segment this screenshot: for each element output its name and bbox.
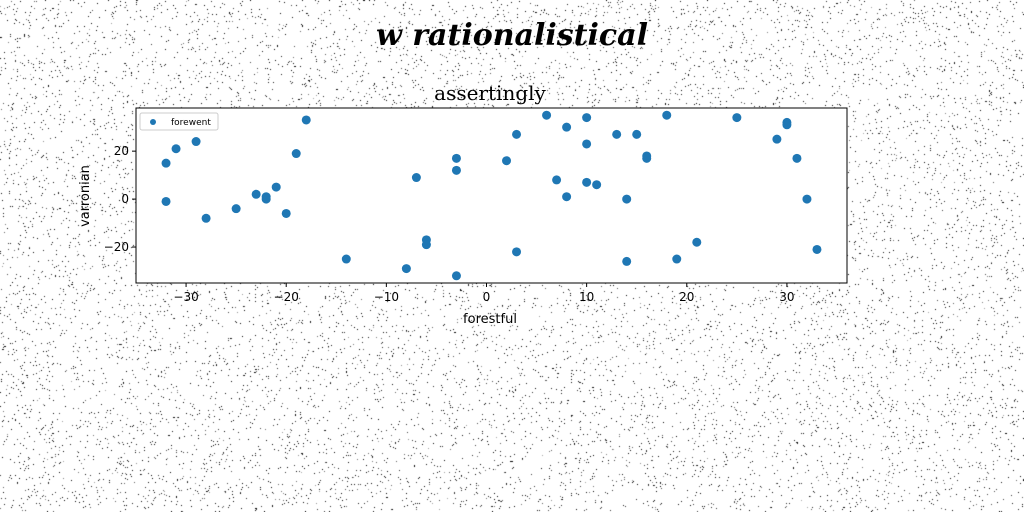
data-point xyxy=(271,182,281,192)
data-point xyxy=(451,271,461,281)
data-point xyxy=(732,113,742,123)
data-point xyxy=(562,122,572,132)
data-point xyxy=(301,115,311,125)
data-point xyxy=(291,149,301,159)
data-point xyxy=(582,139,592,149)
data-point xyxy=(562,192,572,202)
data-point xyxy=(231,204,241,214)
data-point xyxy=(662,110,672,120)
plot-area xyxy=(136,108,847,283)
data-point xyxy=(612,129,622,139)
legend-marker xyxy=(150,119,156,125)
legend-box xyxy=(139,112,219,131)
y-tick-label: 0 xyxy=(121,192,129,206)
x-tick-label: −10 xyxy=(374,290,399,304)
data-point xyxy=(552,175,562,185)
data-point xyxy=(802,194,812,204)
data-point xyxy=(281,208,291,218)
y-tick-label: −20 xyxy=(104,240,129,254)
data-points xyxy=(161,110,822,281)
data-point xyxy=(542,110,552,120)
data-point xyxy=(161,158,171,168)
data-point xyxy=(622,194,632,204)
x-tick-label: 0 xyxy=(483,290,491,304)
data-point xyxy=(191,137,201,147)
data-point xyxy=(582,113,592,123)
data-point xyxy=(201,213,211,223)
plot-frame xyxy=(135,107,848,284)
data-point xyxy=(692,237,702,247)
x-tick-label: −20 xyxy=(274,290,299,304)
data-point xyxy=(642,153,652,163)
data-point xyxy=(502,156,512,166)
data-point xyxy=(251,189,261,199)
y-tick-label: 20 xyxy=(114,144,129,158)
data-point xyxy=(782,120,792,130)
data-point xyxy=(421,240,431,250)
x-tick-label: 10 xyxy=(579,290,594,304)
x-axis-ticks: −30 −20 −10 0 10 20 30 xyxy=(173,283,795,304)
figure-title: w rationalistical xyxy=(375,18,649,53)
data-point xyxy=(672,254,682,264)
data-point xyxy=(592,180,602,190)
y-axis-label: varronian xyxy=(78,165,93,227)
data-point xyxy=(451,153,461,163)
data-point xyxy=(401,264,411,274)
data-point xyxy=(632,129,642,139)
data-point xyxy=(622,256,632,266)
data-point xyxy=(512,247,522,257)
data-point xyxy=(812,244,822,254)
legend-label: forewent xyxy=(171,118,211,128)
legend: forewent xyxy=(139,112,219,131)
chart-title: assertingly xyxy=(434,81,546,105)
data-point xyxy=(582,177,592,187)
y-axis-ticks: −20 0 20 xyxy=(104,144,136,254)
data-point xyxy=(261,194,271,204)
data-point xyxy=(171,144,181,154)
data-point xyxy=(411,173,421,183)
data-point xyxy=(512,129,522,139)
x-tick-label: 20 xyxy=(679,290,694,304)
x-axis-label: forestful xyxy=(463,312,517,327)
data-point xyxy=(341,254,351,264)
data-point xyxy=(772,134,782,144)
x-tick-label: 30 xyxy=(779,290,794,304)
data-point xyxy=(161,196,171,206)
data-point xyxy=(792,153,802,163)
data-point xyxy=(451,165,461,175)
x-tick-label: −30 xyxy=(173,290,198,304)
